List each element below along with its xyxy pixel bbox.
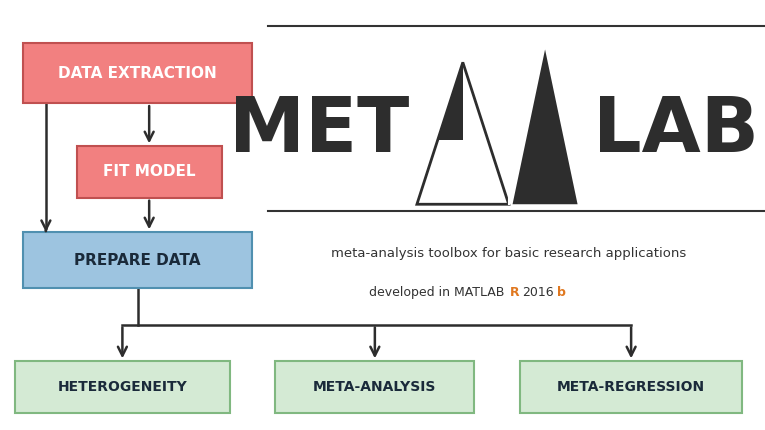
FancyBboxPatch shape bbox=[76, 146, 222, 198]
Text: developed in MATLAB: developed in MATLAB bbox=[369, 286, 509, 299]
FancyBboxPatch shape bbox=[275, 361, 474, 413]
Text: META-REGRESSION: META-REGRESSION bbox=[557, 380, 705, 394]
Text: b: b bbox=[557, 286, 566, 299]
FancyBboxPatch shape bbox=[15, 361, 230, 413]
FancyBboxPatch shape bbox=[23, 232, 252, 288]
Text: LAB: LAB bbox=[593, 94, 759, 168]
Text: META-ANALYSIS: META-ANALYSIS bbox=[313, 380, 437, 394]
Text: MET: MET bbox=[229, 94, 409, 168]
Polygon shape bbox=[438, 62, 463, 140]
Polygon shape bbox=[513, 49, 578, 204]
FancyBboxPatch shape bbox=[520, 361, 742, 413]
Text: 2016: 2016 bbox=[522, 286, 553, 299]
Text: HETEROGENEITY: HETEROGENEITY bbox=[57, 380, 187, 394]
Text: meta-analysis toolbox for basic research applications: meta-analysis toolbox for basic research… bbox=[331, 247, 686, 260]
Text: PREPARE DATA: PREPARE DATA bbox=[74, 253, 201, 267]
Text: R: R bbox=[509, 286, 519, 299]
Text: FIT MODEL: FIT MODEL bbox=[103, 165, 195, 179]
FancyBboxPatch shape bbox=[23, 43, 252, 103]
Text: DATA EXTRACTION: DATA EXTRACTION bbox=[58, 66, 217, 80]
Polygon shape bbox=[417, 62, 509, 204]
